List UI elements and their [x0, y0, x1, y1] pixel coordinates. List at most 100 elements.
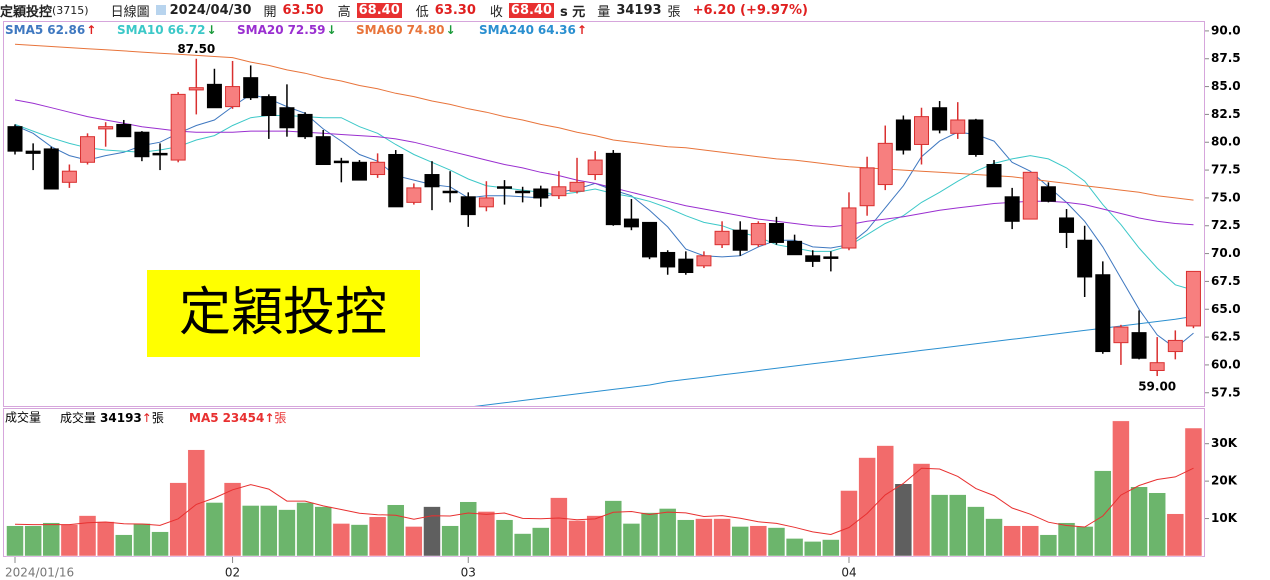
- open: 63.50: [282, 2, 324, 18]
- volume-bar: [640, 512, 659, 557]
- volume-bar: [749, 525, 768, 557]
- volume-label: 量: [597, 4, 611, 20]
- volume-unit: 張: [667, 4, 681, 20]
- date: 2024/04/30: [169, 2, 252, 18]
- candle-body: [388, 153, 404, 208]
- candle-body: [25, 150, 41, 154]
- volume-bar: [441, 525, 459, 557]
- candle-body: [1149, 362, 1165, 371]
- volume-bar: [296, 502, 314, 557]
- candle-body: [642, 221, 658, 258]
- legend-arrow: ↑: [577, 23, 587, 37]
- volume-bar: [532, 527, 550, 557]
- volume-bar: [1003, 525, 1021, 557]
- candle-body: [370, 161, 386, 176]
- volume-bar: [495, 519, 514, 557]
- header: 定穎投控 (3715) 日線圖 2024/04/30 開 63.50 高 68.…: [0, 0, 1270, 20]
- legend-entry: SMA5 62.86↑: [5, 23, 96, 37]
- volume-bar: [78, 515, 97, 557]
- candle-body: [841, 207, 857, 249]
- volume-bar: [586, 515, 604, 557]
- candle-body: [333, 160, 349, 164]
- y-tick-label: 87.5: [1211, 51, 1241, 65]
- low: 63.30: [434, 2, 476, 18]
- candle-body: [660, 251, 676, 268]
- candle-body: [823, 256, 839, 259]
- candle-body: [279, 107, 295, 129]
- watermark-box: [147, 270, 420, 357]
- candle-body: [116, 123, 132, 138]
- candle-body: [188, 87, 204, 91]
- ma-legend: MA5 23454↑張: [189, 411, 286, 425]
- legend-value: 62.86: [47, 23, 85, 37]
- high-label: 87.50: [177, 42, 215, 56]
- candle-body: [261, 96, 277, 117]
- candle-body: [1022, 171, 1038, 220]
- volume-bar: [42, 522, 61, 557]
- y-tick-label: 80.0: [1211, 135, 1241, 149]
- volume-bar: [1112, 420, 1130, 557]
- volume-bar: [767, 527, 786, 557]
- candle-body: [533, 188, 549, 199]
- candle-body: [678, 258, 694, 274]
- candle-body: [1131, 332, 1147, 359]
- candle-body: [43, 148, 59, 190]
- candle-body: [605, 152, 621, 226]
- candle-body: [497, 186, 513, 189]
- volume-bar: [1075, 526, 1094, 557]
- candle-body: [80, 136, 96, 163]
- candle-body: [877, 142, 893, 186]
- volume-bar: [604, 500, 623, 557]
- volume-bar: [876, 445, 894, 557]
- volume-bar: [677, 519, 695, 557]
- low-label: 59.00: [1138, 380, 1176, 394]
- stock-name: 定穎投控: [0, 4, 53, 20]
- candle-body: [515, 190, 531, 194]
- volume-bar: [314, 506, 332, 557]
- legend-entry: SMA20 72.59↓: [237, 23, 337, 37]
- volume-bar: [822, 539, 840, 557]
- legend-value: 74.80: [407, 23, 445, 37]
- candle-body: [442, 190, 458, 194]
- candle-body: [478, 197, 494, 208]
- legend-entry: SMA10 66.72↓: [117, 23, 217, 37]
- legend-entry: SMA240 64.36↑: [479, 23, 587, 37]
- candle-body: [406, 187, 422, 203]
- volume-bar: [477, 511, 496, 557]
- ma-line: [14, 115, 1194, 291]
- legend-name: 成交量: [60, 410, 96, 425]
- y-tick-label: 90.0: [1211, 23, 1241, 37]
- legend-unit: 張: [274, 411, 286, 425]
- volume-bar: [1039, 534, 1058, 557]
- low-label: 低: [415, 4, 429, 20]
- y-tick-label: 60.0: [1211, 357, 1241, 371]
- volume-bar: [1166, 513, 1185, 557]
- legend-arrow: ↑: [264, 411, 274, 425]
- unit: s 元: [560, 4, 586, 20]
- candle-body: [932, 107, 948, 131]
- candle-body: [315, 136, 331, 166]
- legend-value: 34193: [100, 411, 142, 425]
- volume-bar: [6, 525, 24, 557]
- candle-body: [986, 164, 1002, 188]
- price-panel: [3, 21, 1205, 407]
- candle-body: [569, 181, 585, 192]
- volume-bar: [96, 521, 115, 557]
- candle-body: [1095, 274, 1111, 353]
- volume-bar: [350, 524, 369, 557]
- y-tick-label: 65.0: [1211, 302, 1241, 316]
- volume-bar: [423, 506, 441, 557]
- y-tick-label: 20K: [1211, 474, 1238, 488]
- volume-bar: [550, 497, 568, 557]
- y-tick-label: 77.5: [1211, 163, 1241, 177]
- close: 68.40: [508, 2, 555, 18]
- y-tick-label: 75.0: [1211, 190, 1241, 204]
- ma-line: [14, 99, 1194, 228]
- x-tick-label: 2024/01/16: [5, 566, 74, 580]
- volume-bar: [894, 483, 913, 557]
- volume-bar: [187, 449, 206, 557]
- candle-body: [768, 223, 784, 243]
- volume-bar: [803, 541, 822, 557]
- candle-body: [696, 255, 712, 267]
